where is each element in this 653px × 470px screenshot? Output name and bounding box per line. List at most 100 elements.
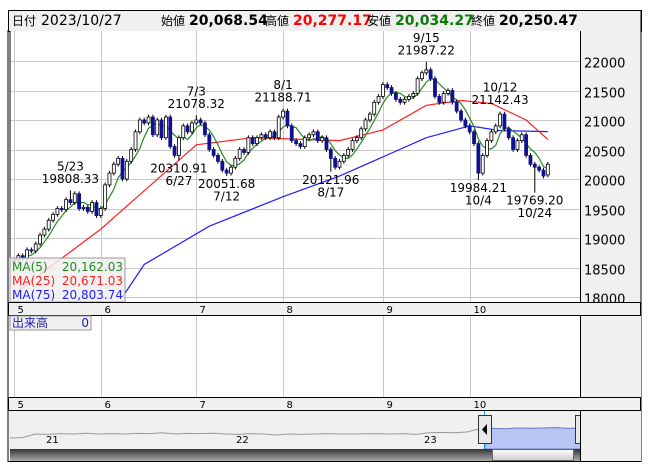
close-value: 20,250.47	[499, 13, 578, 29]
candle	[85, 204, 90, 214]
candle	[485, 138, 489, 158]
candle	[302, 135, 307, 149]
legend-ma5-name: MA(5)	[12, 260, 48, 274]
month-label: 8	[287, 305, 293, 316]
candle	[150, 114, 155, 138]
candle	[459, 108, 463, 123]
low-label: 安値	[367, 14, 392, 28]
candle	[285, 108, 290, 129]
candle	[424, 61, 429, 76]
candle	[441, 91, 446, 105]
annotation-value: 19769.20	[506, 194, 563, 208]
annotation-date: 8/17	[317, 185, 344, 199]
candle	[107, 170, 112, 188]
legend-ma25-name: MA(25)	[12, 274, 55, 288]
candle	[376, 94, 381, 105]
candle	[354, 135, 359, 144]
candle	[272, 129, 277, 141]
price-panel	[10, 31, 580, 302]
candle	[506, 126, 511, 141]
candle	[250, 135, 255, 146]
candle	[116, 155, 121, 167]
candle	[146, 114, 151, 126]
candle	[59, 206, 64, 213]
month-label: 6	[105, 400, 111, 411]
candle	[524, 132, 529, 158]
candle	[120, 155, 125, 182]
candle	[346, 147, 351, 158]
candle	[363, 117, 368, 132]
volume-label: 出来高	[12, 315, 48, 330]
candle	[168, 114, 173, 149]
candle	[389, 85, 394, 96]
candle	[33, 241, 38, 254]
annotation-date: 7/3	[187, 84, 206, 98]
candle	[341, 153, 346, 164]
annotation-value: 21987.22	[398, 43, 455, 57]
annotation-value: 20121.96	[302, 173, 359, 187]
month-label: 5	[18, 305, 24, 316]
candle	[237, 147, 242, 161]
candle	[463, 117, 468, 129]
candle	[111, 161, 116, 176]
candle	[72, 191, 77, 205]
candle	[337, 158, 342, 170]
annotation-date: 5/23	[57, 159, 84, 173]
candle	[129, 147, 134, 164]
candle	[29, 247, 34, 254]
candle	[428, 67, 433, 82]
candle	[519, 132, 524, 144]
candle	[333, 155, 338, 170]
candle	[515, 138, 520, 152]
candle	[163, 114, 168, 141]
low-value: 20,034.27	[395, 13, 474, 29]
candle	[98, 206, 103, 218]
candle	[233, 155, 238, 170]
candle	[498, 111, 502, 129]
y-tick-label: 20500	[584, 146, 625, 161]
candle	[511, 135, 516, 152]
annotation-value: 21142.43	[471, 93, 528, 107]
candle	[203, 120, 207, 138]
candle	[532, 161, 537, 193]
navigator-scrollbar[interactable]	[10, 449, 581, 461]
candle	[307, 132, 312, 141]
date-axis-top	[8, 302, 641, 316]
volume-axis	[581, 316, 641, 397]
y-tick-label: 19500	[584, 205, 625, 220]
candle	[133, 129, 138, 152]
candle	[467, 123, 472, 135]
candle	[402, 96, 407, 105]
candle	[242, 147, 246, 155]
volume-value: 0	[81, 316, 89, 330]
navigator-left-handle[interactable]	[478, 415, 492, 444]
candle	[420, 70, 424, 82]
candle	[433, 76, 437, 99]
candle	[38, 232, 42, 247]
candle	[276, 114, 281, 141]
annotation-date: 10/12	[483, 81, 518, 95]
navigator-year-21: 21	[46, 435, 59, 446]
open-value: 20,068.54	[189, 13, 268, 29]
annotation-date: 6/27	[165, 174, 192, 188]
month-label: 10	[474, 305, 487, 316]
candle	[103, 182, 108, 211]
annotation-value: 20310.91	[150, 162, 207, 176]
candle	[246, 135, 251, 155]
annotation-date: 10/24	[518, 206, 553, 220]
candle	[394, 91, 398, 102]
candle	[68, 190, 73, 205]
candle	[263, 132, 268, 141]
y-tick-label: 21500	[584, 87, 625, 102]
candle	[502, 111, 507, 132]
navigator-selected-range[interactable]	[483, 427, 582, 450]
candle	[545, 161, 550, 178]
month-label: 8	[287, 400, 293, 411]
scrollbar-thumb[interactable]	[492, 449, 574, 461]
candle	[181, 123, 186, 141]
candle	[407, 94, 411, 102]
annotation-value: 19984.21	[450, 181, 507, 195]
date-value: 2023/10/27	[41, 13, 122, 29]
annotation-date: 8/1	[273, 78, 292, 92]
candle	[372, 99, 377, 117]
